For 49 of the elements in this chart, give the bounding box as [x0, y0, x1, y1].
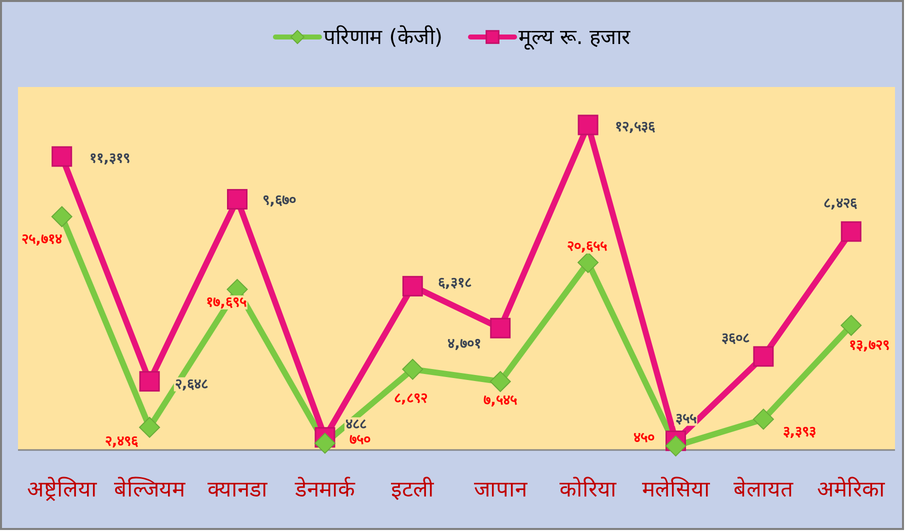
x-tick-label: बेलायत — [733, 476, 794, 502]
point — [840, 314, 862, 336]
data-label: ९,६७० — [262, 192, 296, 208]
data-label: ७५० — [349, 432, 370, 448]
point — [752, 408, 774, 430]
data-label: ७,५४५ — [484, 392, 518, 409]
data-label: २,६४८ — [174, 376, 208, 392]
data-label: ३,३९३ — [782, 424, 816, 440]
x-tick-label: कोरिया — [560, 476, 617, 502]
data-label: ३६०८ — [721, 330, 750, 346]
data-label: ३५५ — [675, 410, 696, 427]
point — [840, 221, 862, 242]
x-tick-label: मलेसिया — [642, 476, 710, 502]
data-label: ४५० — [633, 430, 654, 446]
point — [52, 146, 72, 167]
x-tick-label: अमेरिका — [817, 476, 886, 502]
data-label: ६,३१८ — [438, 275, 472, 292]
point — [139, 416, 160, 438]
data-label: १७,६९५ — [206, 294, 246, 310]
x-tick-label: जापान — [474, 478, 528, 502]
x-tick-label: क्यानडा — [207, 478, 268, 502]
data-label: ११,३१९ — [90, 150, 130, 167]
data-label: ८,४२६ — [823, 196, 858, 212]
data-label: २,४९६ — [104, 433, 140, 450]
point — [578, 252, 599, 274]
point — [490, 318, 511, 338]
point — [51, 206, 72, 228]
point — [402, 358, 424, 380]
data-label: २०,६५५ — [566, 238, 608, 255]
legend-label: परिणाम (केजी) — [323, 25, 443, 49]
x-tick-label: इटली — [391, 476, 434, 502]
point — [227, 189, 248, 210]
x-tick-label: डेनमार्क — [294, 476, 356, 502]
point — [665, 435, 686, 456]
point — [139, 371, 160, 392]
point — [753, 346, 774, 367]
legend-label: मूल्य रू. हजार — [518, 25, 631, 50]
data-label: १२,५३६ — [614, 118, 656, 135]
point — [490, 371, 511, 392]
data-label: २५,७१४ — [22, 232, 62, 248]
x-tick-label: बेल्जियम — [114, 476, 186, 502]
point — [314, 432, 336, 454]
data-label: १३,७२९ — [848, 337, 890, 354]
data-label: ४८८ — [345, 416, 366, 432]
x-tick-label: अष्ट्रेलिया — [26, 476, 97, 502]
point — [402, 276, 423, 296]
data-label: ८,८९२ — [394, 390, 428, 406]
data-label: ४,७०१ — [448, 336, 482, 352]
point — [578, 114, 598, 136]
